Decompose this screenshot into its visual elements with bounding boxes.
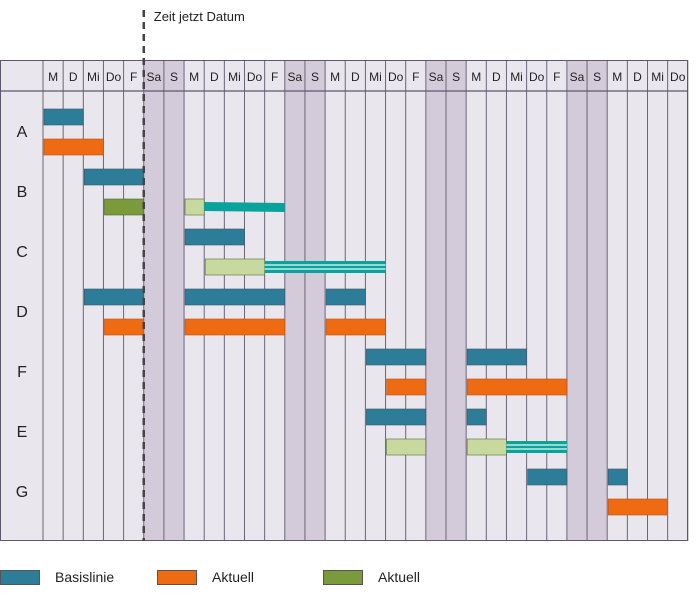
- weekend-column: [446, 60, 467, 541]
- legend-item-baseline: Basislinie: [0, 569, 114, 585]
- baseline-bar: [466, 408, 487, 426]
- day-label: S: [593, 70, 601, 84]
- legend-item-actual-done: Aktuell: [323, 569, 420, 585]
- weekend-column: [304, 60, 326, 541]
- baseline-bar: [84, 168, 145, 186]
- actual-done-bar: [104, 198, 145, 216]
- weekend-column: [566, 60, 588, 541]
- day-label: Sa: [288, 70, 303, 84]
- weekend-column: [425, 60, 446, 541]
- day-label: D: [69, 70, 78, 84]
- weekend-column: [284, 60, 305, 541]
- day-label: D: [210, 70, 219, 84]
- day-label: D: [633, 70, 642, 84]
- baseline-bar: [366, 348, 427, 366]
- day-label: Sa: [570, 70, 585, 84]
- baseline-bar: [607, 468, 628, 486]
- extension-bar: [204, 202, 285, 212]
- legend-item-actual: Aktuell: [157, 569, 254, 585]
- extension-striped-bar: [506, 441, 567, 453]
- day-label: M: [48, 70, 58, 84]
- baseline-bar: [184, 288, 286, 306]
- extension-striped-bar: [264, 261, 386, 273]
- weekend-column: [587, 60, 608, 541]
- day-label: Mi: [369, 70, 382, 84]
- day-label: Mi: [510, 70, 523, 84]
- weekend-column: [143, 60, 164, 541]
- row-label: E: [17, 424, 28, 441]
- planned-bar: [386, 438, 427, 456]
- day-label: M: [612, 70, 622, 84]
- row-label: G: [16, 484, 28, 501]
- baseline-bar: [366, 408, 427, 426]
- weekend-column: [163, 60, 185, 541]
- baseline-bar: [527, 468, 568, 486]
- day-label: M: [330, 70, 340, 84]
- actual-bar: [104, 318, 145, 336]
- day-label: S: [311, 70, 319, 84]
- actual-bar: [466, 378, 568, 396]
- day-label: Do: [529, 70, 545, 84]
- actual-bar: [607, 498, 668, 516]
- legend-label-actual: Aktuell: [212, 569, 255, 585]
- baseline-bar: [184, 228, 245, 246]
- legend-label-actual-done: Aktuell: [378, 569, 421, 585]
- baseline-bar: [325, 288, 366, 306]
- day-label: Sa: [429, 70, 444, 84]
- day-label: F: [271, 70, 278, 84]
- row-label: F: [17, 364, 27, 381]
- now-label: Zeit jetzt Datum: [154, 9, 245, 24]
- legend-swatch-actual-done: [323, 569, 363, 585]
- day-label: Do: [106, 70, 122, 84]
- actual-bar: [184, 318, 286, 336]
- day-label: Mi: [228, 70, 241, 84]
- planned-bar: [204, 258, 265, 276]
- legend-label-baseline: Basislinie: [55, 569, 115, 585]
- legend-swatch-actual: [157, 569, 197, 585]
- day-label: M: [189, 70, 199, 84]
- day-label: Do: [388, 70, 404, 84]
- day-label: F: [412, 70, 419, 84]
- planned-bar: [184, 198, 205, 216]
- day-label: Mi: [87, 70, 100, 84]
- day-label: F: [130, 70, 137, 84]
- day-label: M: [471, 70, 481, 84]
- day-label: D: [351, 70, 360, 84]
- day-label: F: [553, 70, 560, 84]
- day-label: S: [452, 70, 460, 84]
- day-label: S: [170, 70, 178, 84]
- day-label: Do: [247, 70, 263, 84]
- row-label: A: [17, 124, 28, 141]
- day-label: Sa: [146, 70, 161, 84]
- legend-swatch-baseline: [0, 569, 40, 585]
- baseline-bar: [43, 108, 84, 126]
- actual-bar: [325, 318, 386, 336]
- row-label: D: [16, 304, 28, 321]
- day-label: D: [492, 70, 501, 84]
- day-label: Do: [670, 70, 686, 84]
- actual-bar: [43, 138, 104, 156]
- chart-border: [0, 60, 688, 541]
- day-label: Mi: [651, 70, 664, 84]
- row-label: B: [17, 184, 28, 201]
- row-label: C: [16, 244, 28, 261]
- baseline-bar: [84, 288, 145, 306]
- planned-bar: [466, 438, 507, 456]
- baseline-bar: [466, 348, 527, 366]
- actual-bar: [386, 378, 427, 396]
